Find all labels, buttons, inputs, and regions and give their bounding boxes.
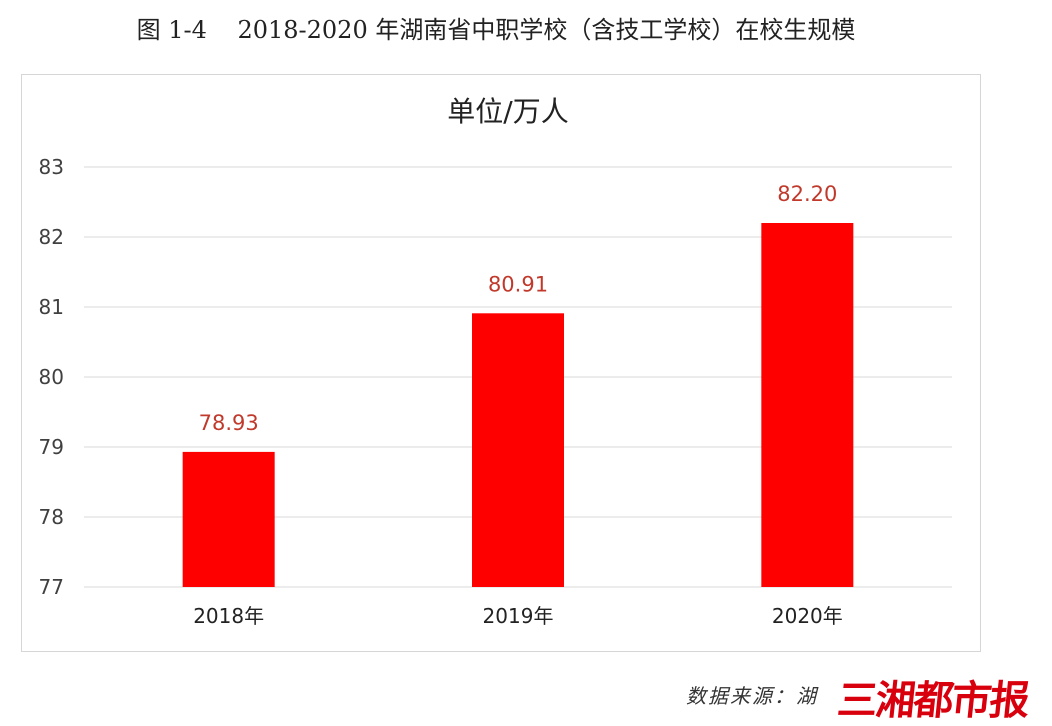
bar-1 (182, 451, 275, 587)
bar-chart: 单位/万人 77 78 79 80 81 82 83 78.93 80.91 82.20 201… (39, 95, 952, 628)
bars (182, 223, 854, 587)
x-axis: 2018年 2019年 2020年 (193, 604, 843, 628)
data-labels: 78.93 80.91 82.20 (199, 182, 838, 435)
x-tick-label: 2018年 (193, 604, 264, 628)
y-tick-label: 82 (39, 225, 64, 249)
y-tick-label: 78 (39, 505, 64, 529)
y-tick-label: 80 (39, 365, 64, 389)
bar-3 (761, 223, 854, 587)
chart-title: 单位/万人 (447, 95, 568, 128)
x-tick-label: 2020年 (772, 604, 843, 628)
source-note: 数据来源：湖 (686, 684, 818, 708)
y-axis: 77 78 79 80 81 82 83 (39, 155, 64, 599)
data-label: 78.93 (199, 411, 259, 435)
y-tick-label: 81 (39, 295, 64, 319)
x-tick-label: 2019年 (483, 604, 554, 628)
chart-area: 单位/万人 77 78 79 80 81 82 83 78.93 80.91 82.20 201… (21, 74, 981, 652)
data-label: 82.20 (777, 182, 837, 206)
y-tick-label: 79 (39, 435, 64, 459)
y-tick-label: 77 (39, 575, 64, 599)
figure-caption: 图 1-4 2018-2020 年湖南省中职学校（含技工学校）在校生规模 (136, 16, 856, 44)
bar-2 (472, 313, 564, 587)
watermark-logo: 三湘都市报 (835, 678, 1030, 724)
data-label: 80.91 (488, 272, 548, 296)
y-tick-label: 83 (39, 155, 64, 179)
